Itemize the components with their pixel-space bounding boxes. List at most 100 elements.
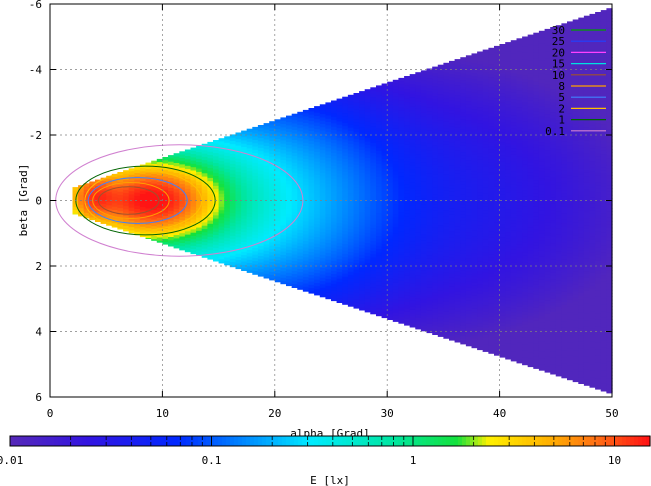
heatmap-cell [381,217,388,222]
heatmap-cell [280,143,287,148]
heatmap-cell [538,338,546,343]
heatmap-cell [241,140,248,145]
heatmap-cell [229,190,236,194]
heatmap-cell [359,120,366,125]
heatmap-cell [252,192,259,197]
heatmap-cell [252,251,259,256]
heatmap-cell [544,28,551,33]
heatmap-cell [460,342,467,345]
heatmap-cell [336,203,343,208]
heatmap-cell [376,232,383,237]
heatmap-cell [443,223,450,228]
heatmap-cell [488,241,495,245]
heatmap-cell [538,184,546,189]
heatmap-cell [218,216,225,221]
heatmap-cell [409,218,416,223]
heatmap-cell [353,282,360,287]
heatmap-cell [465,202,473,207]
heatmap-cell [274,217,281,222]
heatmap-cell [443,125,450,129]
heatmap-cell [510,335,517,339]
heatmap-cell [319,150,326,154]
heatmap-cell [443,112,450,116]
heatmap-cell [516,300,523,305]
heatmap-cell [449,90,456,95]
heatmap-cell [550,66,557,71]
heatmap-cell [359,218,366,223]
heatmap-cell [432,256,439,261]
heatmap-cell [443,180,450,185]
heatmap-cell [387,288,394,292]
heatmap-cell [347,193,355,197]
heatmap-cell [331,188,338,193]
heatmap-cell [420,162,428,166]
heatmap-cell [516,316,523,321]
heatmap-cell [538,178,546,183]
heatmap-cell [213,202,220,207]
heatmap-cell [297,170,304,175]
heatmap-cell [269,196,276,201]
heatmap-cell [162,222,169,227]
heatmap-cell [454,199,461,204]
heatmap-cell [499,309,506,314]
heatmap-cell [241,179,248,184]
heatmap-cell [426,68,433,73]
heatmap-cell [213,169,220,174]
heatmap-cell [494,111,501,116]
heatmap-cell [291,274,298,278]
heatmap-cell [510,197,517,202]
heatmap-cell [218,170,225,175]
heatmap-cell [100,181,107,185]
heatmap-cell [482,125,489,129]
heatmap-cell [134,169,141,174]
heatmap-cell [437,202,444,207]
heatmap-cell [342,181,349,186]
heatmap-cell [460,276,467,281]
heatmap-cell [252,271,259,275]
heatmap-cell [522,193,529,198]
heatmap-cell [398,120,405,125]
heatmap-cell [207,200,214,205]
heatmap-cell [505,169,512,174]
heatmap-cell [499,158,506,163]
heatmap-cell [415,258,422,263]
heatmap-cell [280,241,287,246]
heatmap-cell [342,100,349,104]
heatmap-cell [499,266,506,271]
heatmap-cell [443,105,450,110]
heatmap-cell [218,164,225,169]
heatmap-cell [505,117,512,122]
heatmap-cell [342,270,349,275]
heatmap-cell [246,256,253,261]
heatmap-cell [364,266,371,270]
heatmap-cell [443,184,450,188]
heatmap-cell [235,217,242,222]
heatmap-cell [426,71,433,76]
heatmap-cell [392,187,399,192]
heatmap-cell [207,240,214,245]
heatmap-cell [370,182,377,187]
heatmap-cell [235,257,242,261]
heatmap-cell [454,114,461,119]
heatmap-cell [314,181,321,186]
heatmap-cell [381,142,388,147]
heatmap-cell [280,124,287,128]
heatmap-cell [437,153,444,157]
heatmap-cell [302,159,310,163]
heatmap-cell [173,182,180,187]
heatmap-cell [257,174,265,178]
heatmap-cell [336,249,343,254]
heatmap-cell [538,152,546,156]
plot-area [49,3,613,398]
heatmap-cell [376,255,383,260]
heatmap-cell [246,220,253,225]
heatmap-cell [409,84,416,88]
heatmap-cell [381,172,388,176]
heatmap-cell [398,117,405,122]
heatmap-cell [314,289,321,294]
heatmap-cell [471,151,478,156]
heatmap-cell [555,61,562,66]
heatmap-cell [387,304,394,309]
heatmap-cell [331,149,338,154]
heatmap-cell [516,179,523,184]
